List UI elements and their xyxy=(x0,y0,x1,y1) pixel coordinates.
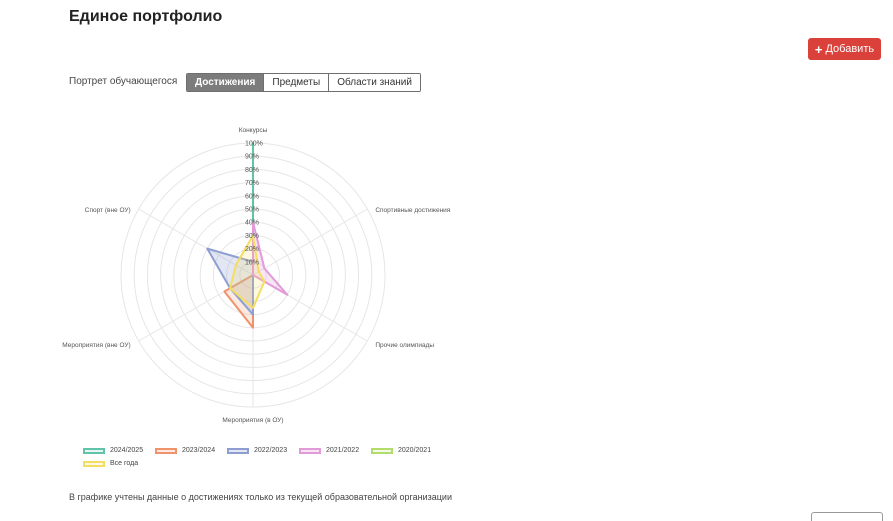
page-title: Единое портфолио xyxy=(69,8,223,25)
tab-knowledge-areas[interactable]: Области знаний xyxy=(329,74,420,91)
tick-label: 30% xyxy=(245,233,259,240)
tab-subjects[interactable]: Предметы xyxy=(264,74,330,91)
portrait-label: Портрет обучающегося xyxy=(69,76,178,87)
legend-item[interactable]: 2020/2021 xyxy=(371,447,443,454)
add-button-label: Добавить xyxy=(825,43,875,55)
legend-swatch xyxy=(299,447,321,454)
axis-label: Спортивные достижения xyxy=(375,207,450,214)
legend-item[interactable]: 2022/2023 xyxy=(227,447,299,454)
tick-label: 100% xyxy=(245,141,263,148)
legend-swatch xyxy=(371,447,393,454)
chart-legend: 2024/2025 2023/2024 2022/2023 2021/2022 2020… xyxy=(83,447,443,467)
axis-label: Мероприятия (вне ОУ) xyxy=(62,342,130,349)
legend-label: 2021/2022 xyxy=(326,447,360,454)
legend-label: 2022/2023 xyxy=(254,447,288,454)
tick-label: 90% xyxy=(245,154,259,161)
tick-label: 20% xyxy=(245,246,259,253)
axis-spoke xyxy=(252,208,368,276)
legend-swatch xyxy=(227,447,249,454)
tick-label: 50% xyxy=(245,207,259,214)
axis-label: Мероприятия (в ОУ) xyxy=(222,417,283,424)
tick-label: 80% xyxy=(245,167,259,174)
tick-label: 10% xyxy=(245,259,259,266)
axis-label: Конкурсы xyxy=(239,127,268,134)
legend-label: 2023/2024 xyxy=(182,447,216,454)
legend-item[interactable]: Все года xyxy=(83,460,155,467)
legend-label: Все года xyxy=(110,460,139,467)
axis-label: Спорт (вне ОУ) xyxy=(85,207,131,214)
legend-label: 2020/2021 xyxy=(398,447,432,454)
axis-label: Прочие олимпиады xyxy=(375,342,434,349)
tick-label: 70% xyxy=(245,180,259,187)
portrait-tabs: Достижения Предметы Области знаний xyxy=(186,73,421,92)
legend-swatch xyxy=(155,447,177,454)
series-polygon xyxy=(229,234,266,309)
tab-achievements[interactable]: Достижения xyxy=(187,74,265,91)
legend-item[interactable]: 2021/2022 xyxy=(299,447,371,454)
axis-spoke xyxy=(138,208,254,276)
add-button[interactable]: + Добавить xyxy=(808,38,881,60)
plus-icon: + xyxy=(814,41,823,57)
tick-label: 60% xyxy=(245,193,259,200)
legend-item[interactable]: 2024/2025 xyxy=(83,447,155,454)
footnote: В графике учтены данные о достижениях то… xyxy=(69,492,452,502)
legend-swatch xyxy=(83,460,105,467)
legend-label: 2024/2025 xyxy=(110,447,144,454)
tick-label: 40% xyxy=(245,220,259,227)
legend-swatch xyxy=(83,447,105,454)
legend-item[interactable]: 2023/2024 xyxy=(155,447,227,454)
